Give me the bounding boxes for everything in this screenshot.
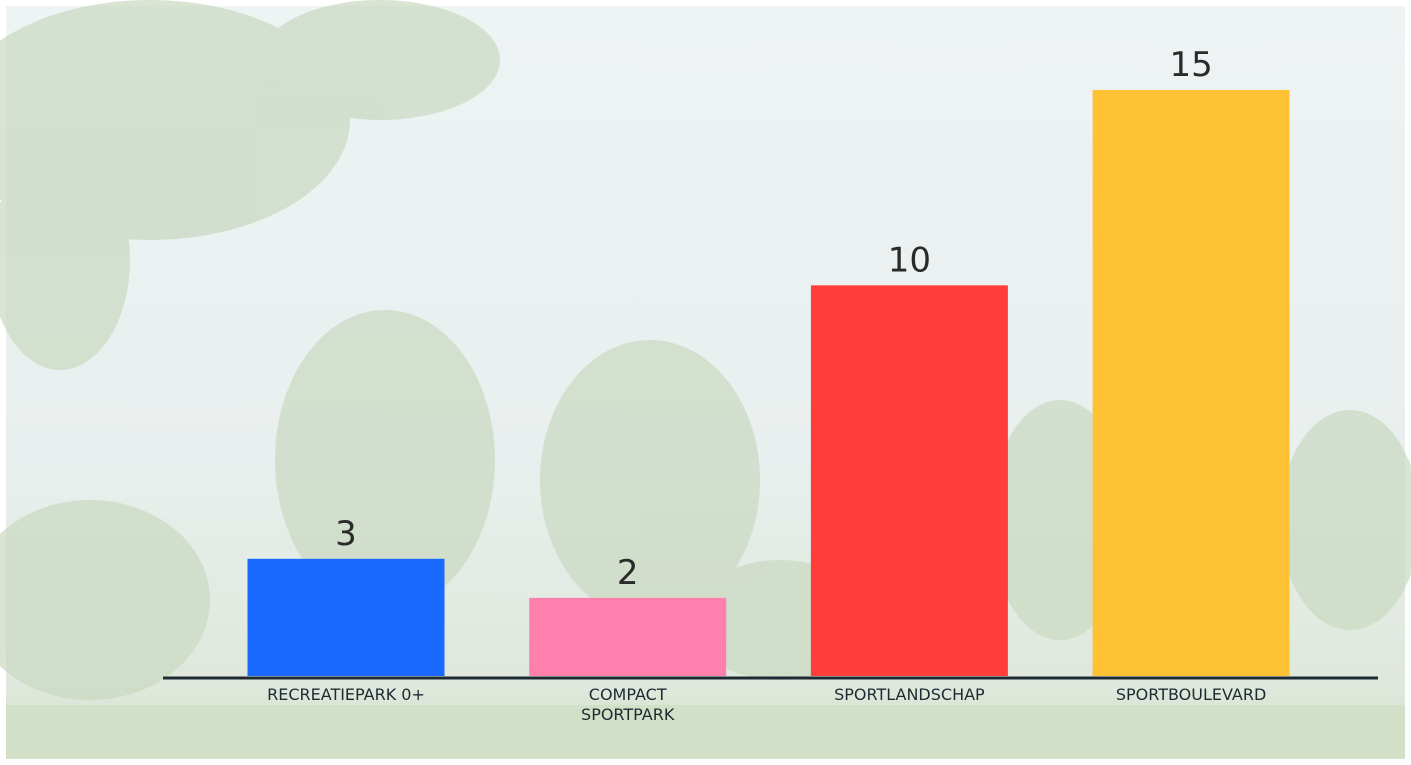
value-label: 3 <box>335 514 357 554</box>
value-label: 15 <box>1169 45 1212 85</box>
x-tick-label: SPORTBOULEVARD <box>1116 685 1266 704</box>
bar <box>247 558 445 676</box>
x-tick-label: RECREATIEPARK 0+ <box>267 685 425 704</box>
value-label: 10 <box>888 240 931 280</box>
x-tick-label: COMPACT SPORTPARK <box>581 685 675 724</box>
value-label: 2 <box>617 553 639 593</box>
bar <box>1092 90 1290 676</box>
bar <box>810 285 1008 676</box>
bar <box>529 597 727 676</box>
x-tick-label: SPORTLANDSCHAP <box>834 685 985 704</box>
